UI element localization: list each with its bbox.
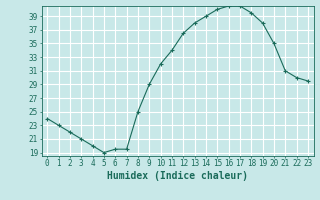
X-axis label: Humidex (Indice chaleur): Humidex (Indice chaleur) xyxy=(107,171,248,181)
